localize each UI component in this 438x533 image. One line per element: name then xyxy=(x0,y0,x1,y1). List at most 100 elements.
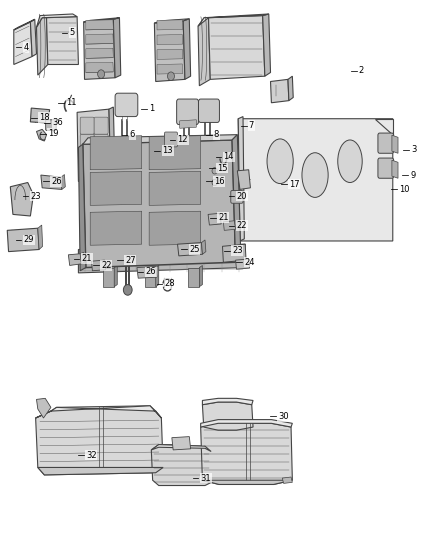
Polygon shape xyxy=(157,49,183,59)
Polygon shape xyxy=(90,136,142,169)
Circle shape xyxy=(167,72,174,80)
FancyBboxPatch shape xyxy=(378,158,394,178)
Text: 22: 22 xyxy=(101,261,112,270)
Polygon shape xyxy=(202,398,253,405)
Polygon shape xyxy=(157,64,183,74)
Polygon shape xyxy=(238,117,244,241)
Polygon shape xyxy=(14,19,35,30)
Circle shape xyxy=(124,285,132,295)
Polygon shape xyxy=(263,14,271,76)
Polygon shape xyxy=(41,175,62,189)
Text: 13: 13 xyxy=(162,146,173,155)
Polygon shape xyxy=(145,268,155,287)
FancyBboxPatch shape xyxy=(164,132,177,147)
FancyBboxPatch shape xyxy=(46,120,56,131)
Polygon shape xyxy=(151,445,212,486)
FancyBboxPatch shape xyxy=(94,117,108,134)
Polygon shape xyxy=(164,134,176,144)
Text: 21: 21 xyxy=(218,213,229,222)
Text: 23: 23 xyxy=(232,246,243,255)
Text: 32: 32 xyxy=(86,451,96,460)
Polygon shape xyxy=(11,182,33,216)
Polygon shape xyxy=(154,21,185,82)
Polygon shape xyxy=(30,108,49,123)
Polygon shape xyxy=(103,268,114,287)
Polygon shape xyxy=(237,169,251,189)
Polygon shape xyxy=(151,445,211,451)
Text: 9: 9 xyxy=(410,171,416,180)
Text: 2: 2 xyxy=(359,67,364,75)
Polygon shape xyxy=(86,48,113,58)
FancyBboxPatch shape xyxy=(231,190,243,203)
Polygon shape xyxy=(78,144,86,271)
Polygon shape xyxy=(154,19,189,23)
Polygon shape xyxy=(86,20,113,30)
Polygon shape xyxy=(283,477,292,483)
Text: 19: 19 xyxy=(48,129,58,138)
Text: 27: 27 xyxy=(125,256,136,264)
Ellipse shape xyxy=(302,153,328,197)
Circle shape xyxy=(98,70,105,78)
Polygon shape xyxy=(201,423,292,484)
Text: 12: 12 xyxy=(177,135,188,144)
Polygon shape xyxy=(392,135,398,154)
FancyBboxPatch shape xyxy=(80,134,94,151)
FancyBboxPatch shape xyxy=(115,93,138,117)
FancyBboxPatch shape xyxy=(81,155,109,177)
Polygon shape xyxy=(90,171,142,205)
Text: 24: 24 xyxy=(244,258,255,266)
Polygon shape xyxy=(137,266,157,278)
Text: 30: 30 xyxy=(278,412,289,421)
Text: 1: 1 xyxy=(149,104,154,113)
Polygon shape xyxy=(90,211,142,245)
Polygon shape xyxy=(113,18,121,78)
Polygon shape xyxy=(36,398,51,418)
Text: 14: 14 xyxy=(223,152,234,161)
Text: 25: 25 xyxy=(189,245,200,254)
Polygon shape xyxy=(157,20,183,30)
Polygon shape xyxy=(77,109,111,181)
Polygon shape xyxy=(180,120,196,128)
FancyBboxPatch shape xyxy=(177,99,198,125)
Polygon shape xyxy=(36,14,77,27)
Text: 5: 5 xyxy=(70,28,75,37)
Polygon shape xyxy=(288,76,293,101)
Polygon shape xyxy=(271,79,289,103)
Polygon shape xyxy=(223,244,246,262)
Polygon shape xyxy=(172,437,191,450)
Polygon shape xyxy=(78,244,245,273)
Polygon shape xyxy=(83,140,236,268)
Polygon shape xyxy=(157,35,183,45)
Text: 11: 11 xyxy=(66,98,77,107)
Text: 15: 15 xyxy=(217,164,227,173)
Polygon shape xyxy=(236,259,250,269)
Polygon shape xyxy=(86,34,113,44)
Polygon shape xyxy=(188,268,199,287)
Polygon shape xyxy=(36,18,48,75)
Text: 18: 18 xyxy=(39,113,50,122)
Text: 10: 10 xyxy=(399,185,410,194)
Text: 8: 8 xyxy=(214,130,219,139)
Polygon shape xyxy=(109,107,115,179)
Text: 4: 4 xyxy=(23,43,28,52)
Text: 26: 26 xyxy=(146,268,156,276)
Polygon shape xyxy=(198,14,269,26)
Polygon shape xyxy=(83,135,237,144)
Ellipse shape xyxy=(338,140,362,182)
Polygon shape xyxy=(35,406,163,475)
Polygon shape xyxy=(202,402,253,430)
Ellipse shape xyxy=(267,139,293,183)
Text: 23: 23 xyxy=(30,192,41,201)
Polygon shape xyxy=(35,406,161,418)
Polygon shape xyxy=(30,19,36,56)
Polygon shape xyxy=(68,254,81,265)
Polygon shape xyxy=(199,265,202,287)
Text: 3: 3 xyxy=(411,145,417,154)
Circle shape xyxy=(212,167,217,174)
Text: 7: 7 xyxy=(249,121,254,130)
Polygon shape xyxy=(14,22,32,64)
Polygon shape xyxy=(208,15,265,79)
Text: 6: 6 xyxy=(130,130,135,139)
Polygon shape xyxy=(46,17,78,64)
Polygon shape xyxy=(61,174,65,189)
